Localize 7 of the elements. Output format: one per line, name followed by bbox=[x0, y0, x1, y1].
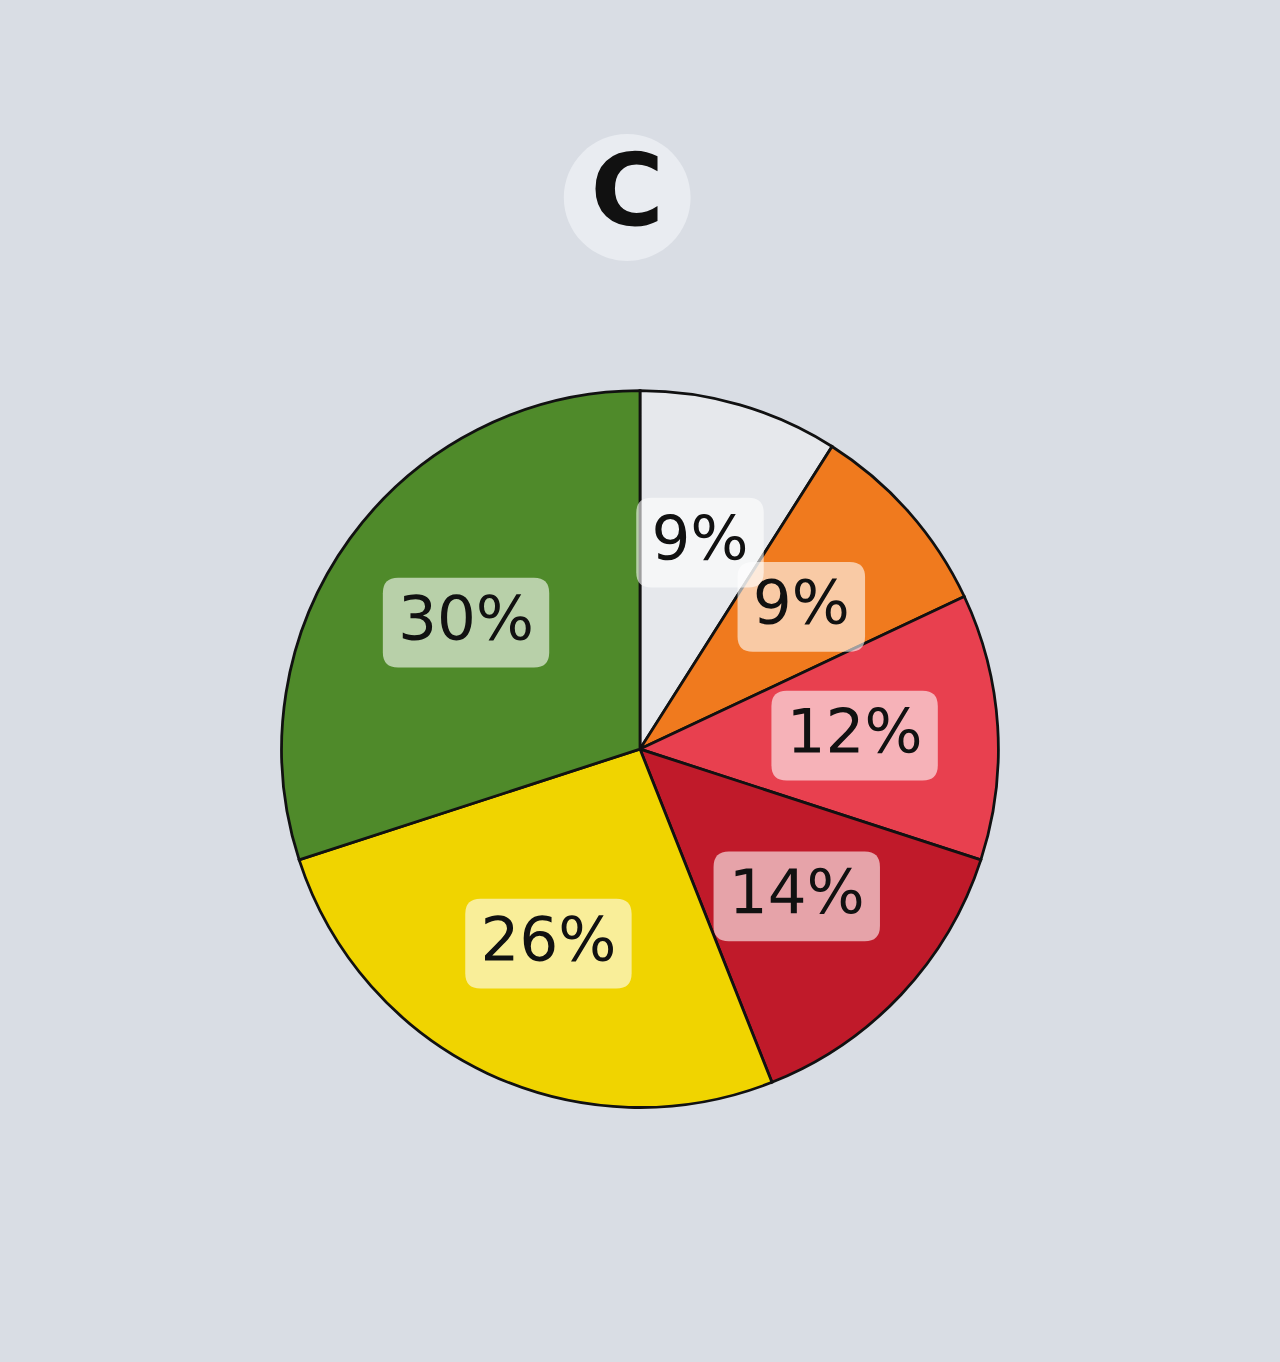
data-label: 26% bbox=[485, 915, 613, 962]
data-label: 12% bbox=[793, 707, 920, 754]
data-label: 30% bbox=[402, 594, 531, 641]
data-label: 9% bbox=[756, 578, 847, 625]
data-label: 14% bbox=[735, 867, 862, 915]
data-label: 9% bbox=[655, 514, 746, 561]
chart-title: C bbox=[595, 150, 658, 227]
